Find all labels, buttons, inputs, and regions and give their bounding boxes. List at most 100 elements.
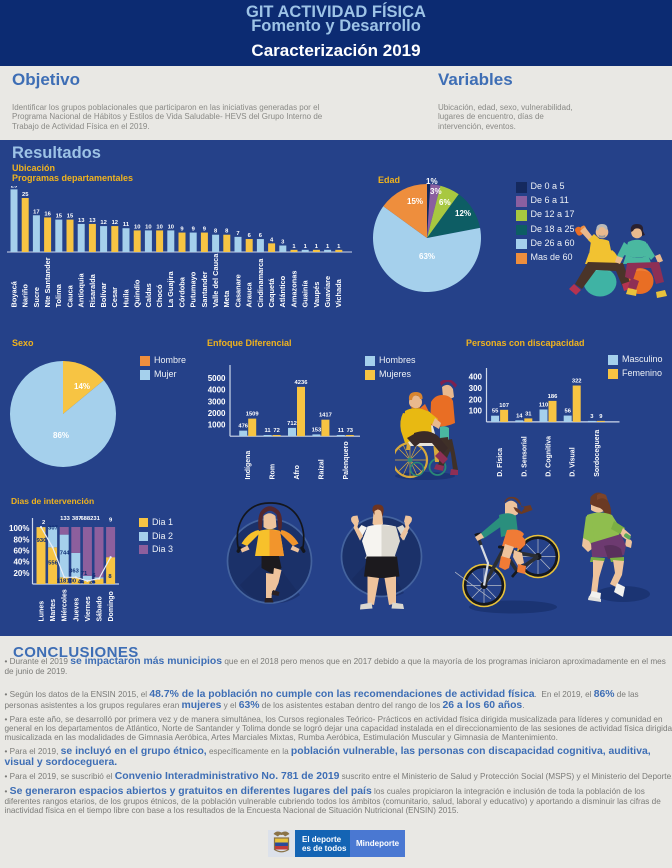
svg-text:Amazonas: Amazonas bbox=[289, 271, 298, 308]
svg-text:1000: 1000 bbox=[208, 421, 226, 430]
svg-text:Valle del Cauca: Valle del Cauca bbox=[211, 253, 220, 308]
svg-text:1: 1 bbox=[292, 244, 296, 250]
svg-text:16: 16 bbox=[44, 211, 51, 217]
svg-text:307: 307 bbox=[48, 526, 58, 532]
svg-text:31: 31 bbox=[525, 411, 532, 417]
svg-text:1: 1 bbox=[326, 244, 330, 250]
svg-text:Bolívar: Bolívar bbox=[99, 282, 108, 307]
svg-text:1: 1 bbox=[315, 244, 319, 250]
svg-text:Nte Santander: Nte Santander bbox=[43, 257, 52, 307]
svg-text:Atlántico: Atlántico bbox=[278, 275, 287, 307]
svg-text:Sábado: Sábado bbox=[97, 596, 104, 621]
svg-text:Viernes: Viernes bbox=[85, 596, 92, 621]
svg-text:Lunes: Lunes bbox=[39, 601, 46, 622]
svg-text:400: 400 bbox=[469, 373, 483, 382]
svg-text:9: 9 bbox=[109, 518, 113, 524]
svg-text:4236: 4236 bbox=[295, 380, 309, 386]
svg-text:D. Física: D. Física bbox=[497, 448, 504, 477]
svg-text:6: 6 bbox=[92, 573, 96, 579]
svg-text:7: 7 bbox=[236, 231, 239, 237]
svg-text:Sordoceguera: Sordoceguera bbox=[594, 430, 601, 477]
svg-text:186: 186 bbox=[548, 394, 558, 400]
svg-text:6: 6 bbox=[259, 233, 263, 239]
svg-text:3: 3 bbox=[281, 240, 285, 246]
svg-text:9: 9 bbox=[203, 227, 207, 233]
svg-text:1417: 1417 bbox=[319, 413, 332, 419]
svg-text:Sucre: Sucre bbox=[32, 287, 41, 308]
svg-text:363: 363 bbox=[69, 569, 79, 575]
svg-text:44: 44 bbox=[78, 580, 85, 586]
svg-text:Cauca: Cauca bbox=[65, 284, 74, 307]
svg-text:55: 55 bbox=[492, 409, 499, 415]
svg-text:Boyacá: Boyacá bbox=[9, 280, 18, 307]
svg-text:Cindinamarca: Cindinamarca bbox=[256, 258, 265, 308]
svg-text:Quindío: Quindío bbox=[133, 279, 142, 307]
svg-text:8: 8 bbox=[225, 229, 229, 235]
svg-text:107: 107 bbox=[499, 403, 509, 409]
svg-text:71: 71 bbox=[81, 571, 88, 577]
svg-text:12: 12 bbox=[112, 220, 118, 226]
svg-text:13: 13 bbox=[78, 218, 85, 224]
svg-text:56: 56 bbox=[564, 409, 571, 415]
svg-text:5000: 5000 bbox=[208, 374, 226, 383]
svg-text:12: 12 bbox=[100, 220, 106, 226]
svg-text:1: 1 bbox=[304, 244, 308, 250]
svg-text:8: 8 bbox=[108, 574, 112, 580]
svg-text:153: 153 bbox=[312, 427, 322, 433]
svg-text:11: 11 bbox=[265, 428, 272, 434]
svg-text:20%: 20% bbox=[13, 569, 29, 578]
svg-text:3000: 3000 bbox=[208, 397, 226, 406]
svg-text:Antioquia: Antioquia bbox=[77, 273, 86, 308]
svg-text:10: 10 bbox=[145, 224, 151, 230]
svg-text:4: 4 bbox=[270, 237, 274, 243]
svg-text:Risaralda: Risaralda bbox=[88, 273, 97, 307]
svg-text:Casanare: Casanare bbox=[233, 274, 242, 307]
svg-text:La Guajira: La Guajira bbox=[166, 270, 175, 307]
svg-text:930: 930 bbox=[37, 538, 47, 544]
svg-text:Vichada: Vichada bbox=[334, 278, 343, 307]
svg-text:Arauca: Arauca bbox=[245, 282, 254, 308]
svg-text:Domingo: Domingo bbox=[108, 591, 115, 621]
svg-text:Guainía: Guainía bbox=[301, 280, 310, 308]
svg-text:25: 25 bbox=[89, 580, 96, 586]
svg-text:Palenquero: Palenquero bbox=[343, 441, 350, 479]
svg-text:11: 11 bbox=[338, 428, 345, 434]
svg-text:744: 744 bbox=[60, 551, 70, 557]
svg-text:29: 29 bbox=[11, 186, 18, 189]
svg-text:100: 100 bbox=[469, 407, 483, 416]
svg-text:D. Cognitiva: D. Cognitiva bbox=[546, 436, 553, 477]
svg-text:13: 13 bbox=[89, 218, 96, 224]
svg-text:3: 3 bbox=[590, 414, 594, 420]
svg-text:9: 9 bbox=[599, 414, 603, 420]
svg-text:D. Visual: D. Visual bbox=[570, 447, 577, 476]
svg-text:11: 11 bbox=[123, 222, 130, 228]
svg-text:712: 712 bbox=[287, 421, 297, 427]
svg-text:9: 9 bbox=[180, 227, 184, 233]
svg-text:72: 72 bbox=[273, 428, 279, 434]
svg-text:133: 133 bbox=[60, 516, 70, 522]
svg-text:6: 6 bbox=[248, 233, 252, 239]
svg-text:Afro: Afro bbox=[294, 465, 301, 479]
svg-text:4000: 4000 bbox=[208, 386, 226, 395]
svg-text:1509: 1509 bbox=[246, 412, 260, 418]
svg-text:231: 231 bbox=[90, 516, 100, 522]
svg-text:8: 8 bbox=[214, 229, 218, 235]
svg-text:300: 300 bbox=[469, 384, 483, 393]
svg-text:1: 1 bbox=[337, 244, 341, 250]
svg-text:9: 9 bbox=[192, 227, 196, 233]
svg-text:476: 476 bbox=[238, 424, 248, 430]
svg-text:17: 17 bbox=[33, 209, 39, 215]
svg-text:10: 10 bbox=[168, 224, 174, 230]
svg-text:100%: 100% bbox=[9, 524, 29, 533]
svg-text:Caldas: Caldas bbox=[144, 283, 153, 307]
svg-text:Tolima: Tolima bbox=[54, 283, 63, 307]
svg-text:10: 10 bbox=[156, 224, 162, 230]
svg-text:322: 322 bbox=[572, 379, 582, 385]
svg-text:10: 10 bbox=[134, 224, 140, 230]
svg-text:Nariño: Nariño bbox=[21, 284, 30, 308]
svg-text:60%: 60% bbox=[13, 547, 29, 556]
svg-text:80%: 80% bbox=[13, 535, 29, 544]
svg-text:Meta: Meta bbox=[222, 290, 231, 308]
svg-text:Indígena: Indígena bbox=[245, 451, 252, 480]
svg-text:15: 15 bbox=[56, 214, 63, 220]
